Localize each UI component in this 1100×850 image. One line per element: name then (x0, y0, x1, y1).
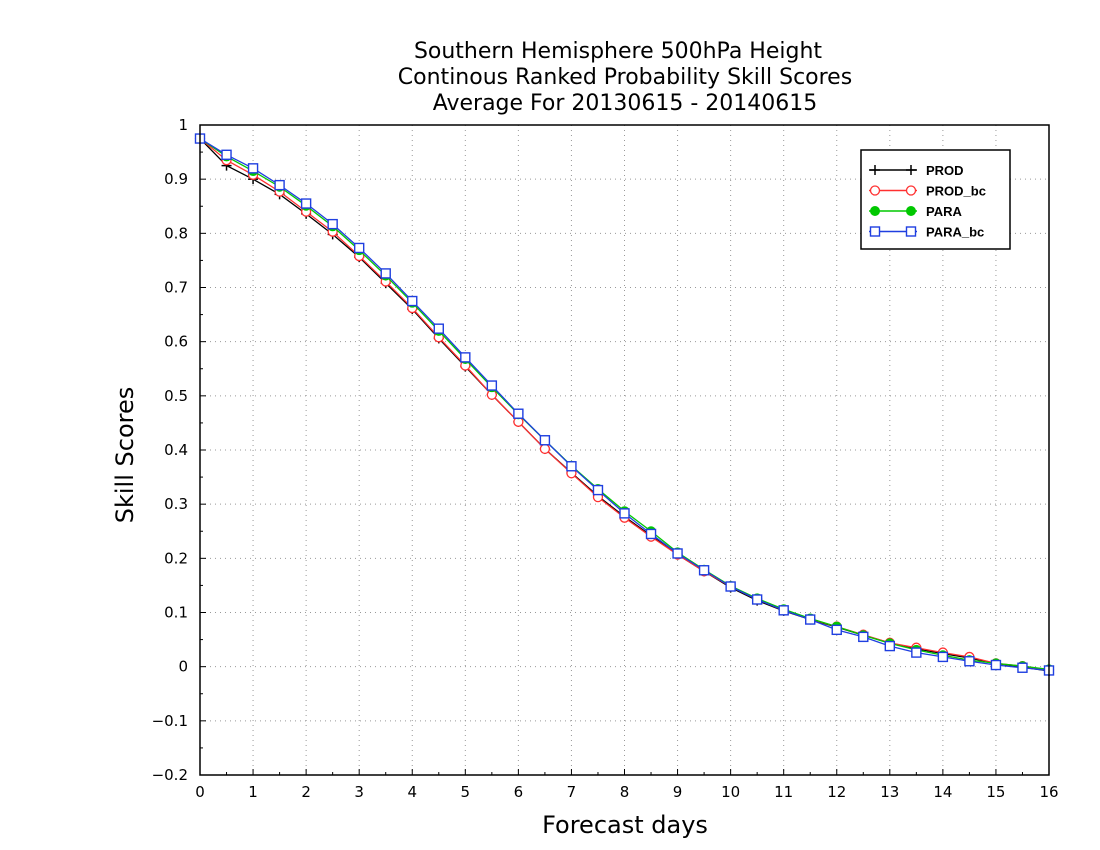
legend-label: PARA_bc (926, 225, 984, 240)
y-tick-label: 0.1 (164, 604, 188, 622)
data-point-para-bc (778, 605, 789, 616)
x-tick-label: 12 (827, 783, 846, 801)
x-axis-title: Forecast days (542, 811, 708, 839)
legend-marker-left (869, 226, 881, 237)
y-tick-label: 0.4 (164, 441, 188, 459)
data-point-para-bc (725, 581, 736, 592)
legend-label: PARA (926, 204, 962, 219)
x-tick-label: 10 (721, 783, 740, 801)
data-point-para-bc (327, 218, 338, 230)
data-point-para-bc (619, 508, 630, 519)
legend-label: PROD (926, 163, 964, 178)
series-para-bc (194, 133, 1055, 676)
data-point-para-bc (407, 295, 418, 307)
chart-title-line-2: Continous Ranked Probability Skill Score… (398, 65, 852, 90)
data-point-para-bc (672, 548, 683, 559)
data-point-para-bc (964, 656, 975, 667)
x-tick-label: 8 (620, 783, 630, 801)
data-point-para-bc (513, 408, 524, 419)
data-point-para-bc (539, 435, 551, 446)
y-tick-label: 0.6 (164, 333, 188, 351)
y-tick-label: 0 (178, 658, 188, 676)
data-point-para-bc (751, 594, 763, 605)
y-tick-label: 0.5 (164, 387, 188, 405)
data-point-para-bc (698, 565, 710, 576)
legend-entry-para: PARA (869, 204, 962, 219)
y-tick-label: 0.2 (164, 549, 188, 567)
y-tick-label: 0.9 (164, 170, 188, 188)
legend-marker-left (870, 165, 880, 175)
grid (200, 125, 1049, 775)
legend-marker-right (906, 165, 916, 175)
series-layer (194, 133, 1055, 676)
x-tick-label: 0 (195, 783, 205, 801)
x-tick-label: 5 (461, 783, 471, 801)
legend-marker-left (870, 206, 880, 216)
data-point-para-bc (592, 484, 604, 496)
data-point-para-bc (1017, 662, 1028, 673)
chart-title-line-1: Southern Hemisphere 500hPa Height (414, 39, 822, 64)
legend-marker-left (869, 185, 881, 196)
legend-entry-prod: PROD (869, 163, 964, 178)
x-tick-label: 16 (1039, 783, 1058, 801)
legend-entry-para-bc: PARA_bc (869, 225, 984, 240)
y-tick-label: 0.7 (164, 279, 188, 297)
y-tick-label: 0.3 (164, 495, 188, 513)
plot-frame (199, 124, 1050, 776)
data-point-para-bc (380, 268, 391, 279)
data-point-para-bc (645, 528, 657, 540)
data-point-para-bc (221, 149, 232, 160)
y-tick-label: 0.8 (164, 224, 188, 242)
legend-marker-right (905, 185, 917, 196)
x-tick-label: 4 (407, 783, 417, 801)
data-point-para-bc (990, 659, 1002, 671)
x-tick-label: 2 (301, 783, 311, 801)
data-point-para-bc (884, 640, 896, 652)
x-tick-label: 7 (567, 783, 577, 801)
chart-title-line-3: Average For 20130615 - 20140615 (433, 91, 818, 116)
data-point-para-bc (274, 179, 285, 191)
x-tick-label: 14 (933, 783, 952, 801)
legend: PROD PROD_bc PARA PARA_bc (860, 149, 1011, 250)
legend-label: PROD_bc (926, 184, 986, 199)
data-point-para-bc (300, 198, 312, 209)
x-tick-label: 6 (514, 783, 524, 801)
data-point-para-bc (486, 380, 498, 391)
x-tick-label: 13 (880, 783, 899, 801)
legend-entry-prod-bc: PROD_bc (869, 184, 986, 199)
x-tick-label: 1 (248, 783, 258, 801)
data-point-para-bc (460, 352, 471, 363)
y-tick-label: 1 (178, 116, 188, 134)
data-point-para-bc (566, 461, 577, 472)
y-axis-title: Skill Scores (111, 387, 139, 524)
data-point-para-bc (433, 323, 444, 334)
data-point-para-bc (353, 242, 365, 254)
x-tick-label: 15 (986, 783, 1005, 801)
y-tick-label: −0.1 (152, 712, 188, 730)
data-point-para-bc (831, 624, 842, 636)
data-point-prod-bc (539, 443, 551, 455)
data-point-para-bc (858, 631, 869, 643)
data-point-para-bc (937, 651, 949, 663)
axis-ticks: 0 1 2 3 4 5 6 7 8 9 10 11 12 13 14 15 16−0.2−0.100.10.20… (152, 116, 1059, 801)
legend-box (860, 149, 1011, 250)
x-tick-label: 3 (354, 783, 364, 801)
data-point-para-bc (247, 163, 259, 174)
legend-marker-right (905, 226, 917, 237)
x-tick-label: 9 (673, 783, 683, 801)
data-point-para-bc (805, 614, 816, 625)
data-point-para-bc (911, 647, 922, 658)
y-tick-label: −0.2 (152, 766, 188, 784)
legend-marker-right (906, 206, 916, 216)
x-tick-label: 11 (774, 783, 793, 801)
